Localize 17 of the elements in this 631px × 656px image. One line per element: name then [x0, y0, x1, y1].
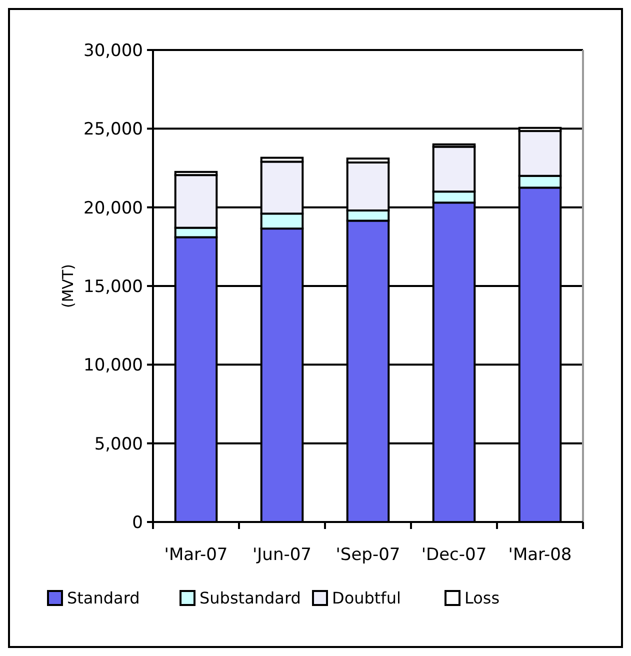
legend-label: Loss [464, 588, 500, 608]
y-tick-label: 30,000 [84, 40, 143, 61]
legend-label: Substandard [200, 588, 301, 608]
y-tick-label: 20,000 [84, 198, 143, 218]
y-axis-title: (MVT) [59, 264, 77, 308]
y-tick-label: 0 [132, 512, 143, 533]
x-tick-label: 'Dec-07 [421, 545, 487, 565]
x-tick-label: 'Jun-07 [252, 545, 312, 565]
y-tick-label: 25,000 [84, 120, 143, 140]
y-tick-label: 10,000 [84, 356, 143, 376]
y-tick-label: 5,000 [94, 434, 143, 454]
legend-label: Standard [67, 588, 140, 608]
x-tick-label: 'Sep-07 [336, 545, 400, 565]
legend-label: Doubtful [332, 588, 401, 608]
x-tick-label: 'Mar-07 [164, 545, 228, 565]
x-tick-label: 'Mar-08 [508, 545, 572, 565]
y-tick-label: 15,000 [84, 276, 143, 297]
